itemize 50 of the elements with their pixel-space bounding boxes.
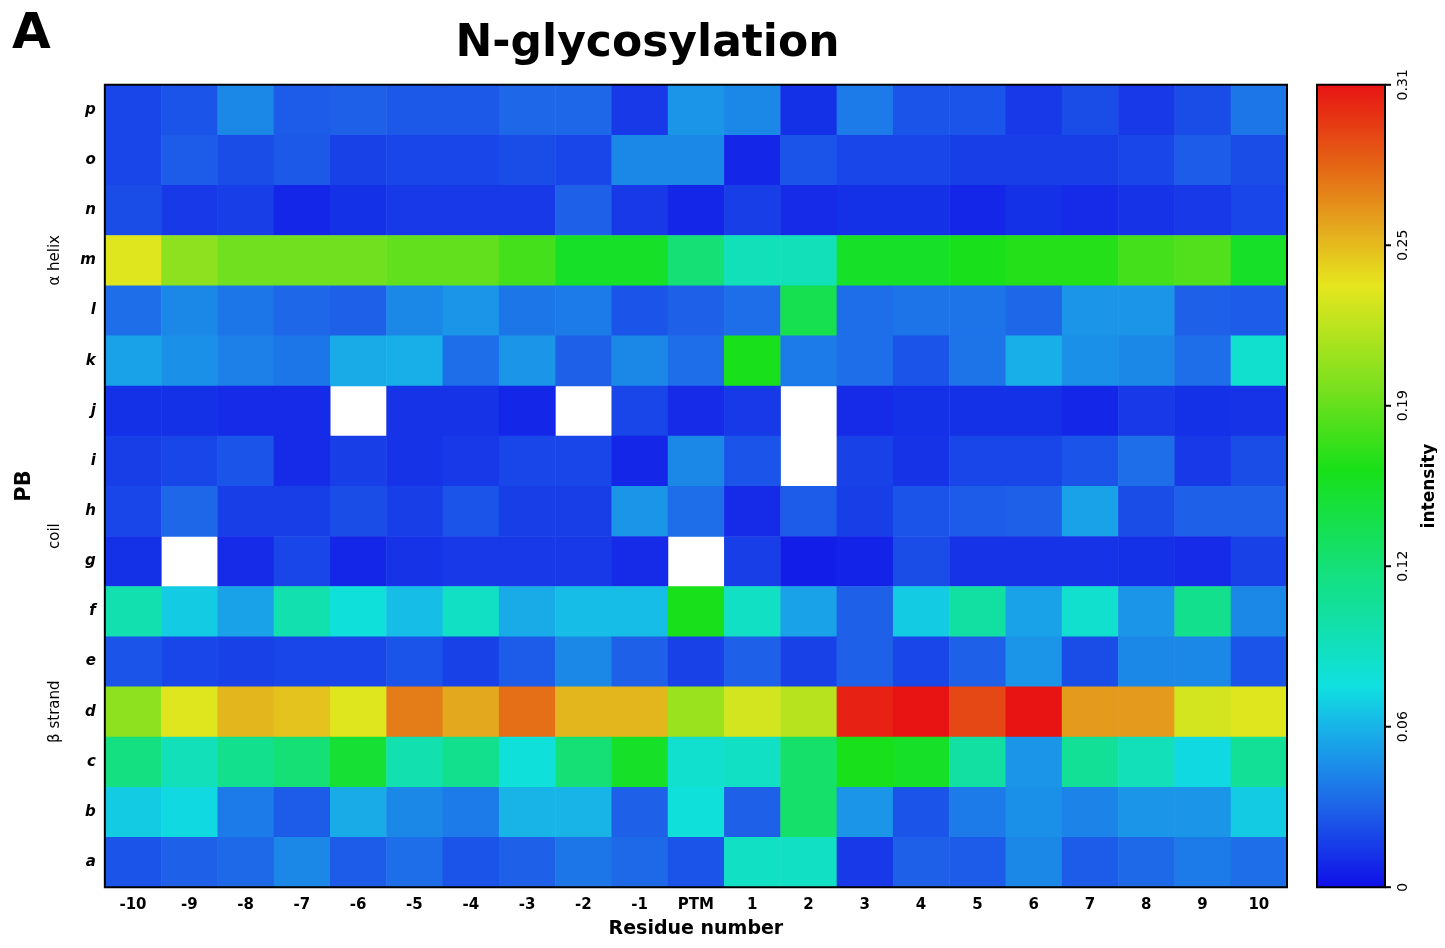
x-tick-label: 7 [1084, 895, 1096, 914]
x-tick-label: -4 [462, 895, 480, 914]
y-tick-label: m [80, 250, 96, 269]
x-tick-label: -10 [119, 895, 147, 914]
x-tick-label: -3 [518, 895, 536, 914]
x-tick-label: 1 [746, 895, 758, 914]
x-tick-label: -2 [574, 895, 592, 914]
color-bar-label: 0 [1393, 882, 1410, 892]
text: β strand [44, 680, 63, 743]
x-tick-label: 3 [859, 895, 871, 914]
y-tick-label: f [89, 601, 99, 620]
x-axis-title: Residue number [608, 915, 784, 938]
color-bar-label: 0.06 [1393, 711, 1410, 743]
x-tick-label: -8 [237, 895, 254, 914]
y-tick-label: i [90, 450, 97, 469]
x-tick-label: -9 [180, 895, 198, 914]
y-tick-label: p [84, 99, 97, 118]
x-tick-label: 5 [972, 895, 983, 914]
y-tick-label: g [85, 551, 97, 570]
x-tick-label: -6 [349, 895, 367, 914]
y-tick-label: l [90, 300, 97, 319]
y-axis-title: PB [11, 470, 36, 502]
x-tick-label: PTM [677, 895, 714, 914]
y-tick-label: d [85, 701, 97, 720]
x-tick-label: 6 [1028, 895, 1039, 914]
x-tick-label: 8 [1141, 895, 1152, 914]
y-tick-label: c [86, 751, 96, 770]
color-bar-label: 0.12 [1393, 550, 1410, 582]
x-tick-label: 10 [1248, 895, 1270, 914]
chart-title: N-glycosylation [455, 14, 840, 66]
text: A [12, 1, 51, 60]
x-tick-label: 2 [803, 895, 814, 914]
x-tick-label: 4 [915, 895, 927, 914]
y-tick-label: o [85, 149, 96, 168]
y-tick-label: j [88, 400, 97, 419]
y-tick-label: k [85, 350, 97, 369]
x-tick-label: -1 [631, 895, 648, 914]
color-bar-label: 0.31 [1393, 69, 1410, 101]
y-tick-label: e [85, 651, 96, 670]
y-tick-label: a [85, 852, 96, 871]
y-tick-label: b [85, 801, 97, 820]
x-tick-label: -5 [406, 895, 423, 914]
text: α helix [44, 234, 63, 286]
x-tick-label: -7 [293, 895, 311, 914]
y-tick-label: n [85, 200, 96, 219]
text: coil [44, 523, 63, 550]
x-tick-label: 9 [1197, 895, 1208, 914]
color-bar-label: 0.25 [1393, 229, 1410, 261]
color-bar-label: 0.19 [1393, 390, 1410, 422]
y-tick-label: h [85, 500, 96, 519]
